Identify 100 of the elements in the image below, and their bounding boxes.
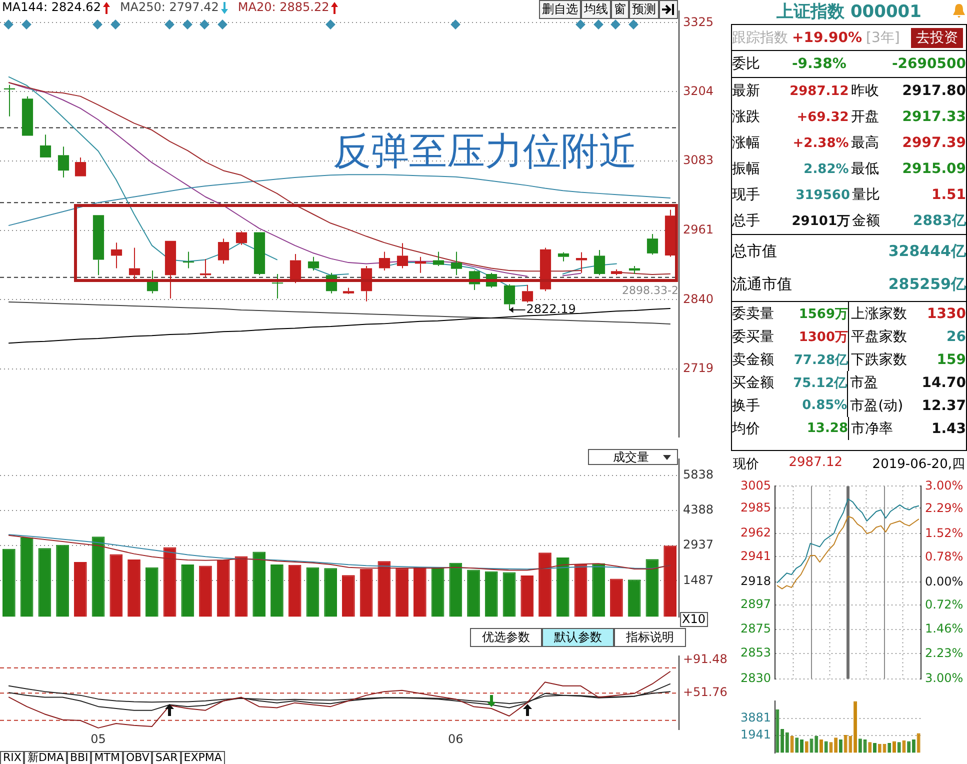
text: MA144: 2824.62 xyxy=(2,0,102,14)
y-tick-label: 3005 xyxy=(740,478,771,492)
text: 0.85% xyxy=(802,398,848,413)
text: 29101万 xyxy=(792,214,850,229)
text: 最高 xyxy=(850,134,879,152)
y-tick-label: 2719 xyxy=(683,360,714,375)
y-tick-label: 2941 xyxy=(740,548,771,563)
text: 现手 xyxy=(732,187,760,203)
bar xyxy=(574,564,588,617)
annotation: 窗 xyxy=(611,0,629,19)
bar xyxy=(449,562,462,617)
bar xyxy=(396,568,408,617)
text: 2019-06-20,四 xyxy=(872,456,965,474)
text: 2987.12 xyxy=(788,455,843,472)
bar xyxy=(252,552,266,617)
text: 2.82% xyxy=(804,162,849,176)
candlestick xyxy=(342,287,354,294)
candlestick xyxy=(576,252,588,274)
text: 2997.39 xyxy=(902,135,966,151)
y2-tick-label: 1.52% xyxy=(925,526,964,540)
annotation: 2822.19 xyxy=(526,302,576,316)
y-tick-label: 1487 xyxy=(683,572,714,587)
text: 流通市值 xyxy=(732,275,792,294)
bar xyxy=(216,560,230,617)
y2-tick-label: 3.00% xyxy=(925,670,964,685)
bar xyxy=(2,548,16,617)
text: 2917.33 xyxy=(902,109,966,125)
annotation: 反弹至压力位附近 xyxy=(333,128,637,175)
bar xyxy=(664,546,676,617)
bar xyxy=(413,567,426,617)
candlestick xyxy=(432,251,444,266)
bar xyxy=(646,559,659,617)
y-tick-label: 2937 xyxy=(683,538,714,552)
bar xyxy=(360,568,373,617)
candlestick xyxy=(396,242,408,269)
text: 上涨家数 xyxy=(851,304,907,322)
y-tick-label: 2853 xyxy=(740,646,771,660)
text: 75.12亿 xyxy=(793,376,848,390)
bar xyxy=(324,568,337,617)
candlestick xyxy=(290,253,302,284)
text: 振幅 xyxy=(732,161,760,177)
y2-tick-label: 2.23% xyxy=(925,646,964,660)
text: -9.38% xyxy=(792,56,846,72)
bar xyxy=(145,567,158,617)
bar xyxy=(342,575,355,617)
text: 12.37 xyxy=(922,398,966,414)
text: 13.28 xyxy=(806,421,848,436)
text: 委买量 xyxy=(732,328,774,344)
dropdown-menu: 成交量 xyxy=(588,449,678,465)
text: +69.32 xyxy=(796,110,849,124)
y-tick-label: 2962 xyxy=(740,526,771,540)
text: 总市值 xyxy=(732,242,777,261)
bar xyxy=(74,562,87,617)
bar xyxy=(163,547,176,617)
text: 买金额 xyxy=(732,374,774,390)
candlestick xyxy=(74,156,86,176)
candlestick xyxy=(378,251,390,272)
bar xyxy=(484,571,498,617)
candlestick xyxy=(646,234,658,256)
x-tick-label: 05 xyxy=(90,732,106,746)
y-tick-label: 2961 xyxy=(683,222,714,237)
candlestick xyxy=(92,215,104,276)
bar xyxy=(288,564,302,617)
text: 昨收 xyxy=(850,82,879,100)
text: 上证指数 000001 xyxy=(776,1,922,24)
candlestick xyxy=(522,284,534,304)
text: 涨跌 xyxy=(732,109,760,125)
bar xyxy=(181,564,194,617)
text: 2915.09 xyxy=(902,161,966,177)
y2-tick-label: 0.00% xyxy=(925,574,964,589)
y2-tick-label: 2.29% xyxy=(925,501,964,516)
text: 14.70 xyxy=(922,374,966,390)
text: +19.90% xyxy=(792,30,862,46)
text: 最低 xyxy=(850,160,879,178)
text: 优选参数 xyxy=(470,628,542,647)
text: 卖金额 xyxy=(732,352,774,368)
text: 2987.12 xyxy=(790,84,849,98)
y2-tick-label: 3.00% xyxy=(925,478,964,492)
text: OBV xyxy=(122,751,152,764)
candlestick xyxy=(504,284,516,310)
candlestick xyxy=(272,273,284,300)
text: 26 xyxy=(946,328,966,344)
candlestick xyxy=(110,242,122,269)
y-tick-label: 2875 xyxy=(740,621,771,636)
candlestick xyxy=(164,240,176,300)
bar xyxy=(56,544,69,617)
text: 1300万 xyxy=(798,330,848,344)
y-tick-label: 4388 xyxy=(683,502,714,517)
candlestick xyxy=(58,146,70,178)
y-tick-label: 2897 xyxy=(740,597,771,612)
bar xyxy=(306,567,320,617)
text: EXPMA xyxy=(180,751,225,764)
text: 金额 xyxy=(852,212,880,230)
bar xyxy=(20,537,34,617)
y-tick-label: 3881 xyxy=(740,710,771,724)
y2-tick-label: 1.46% xyxy=(925,621,964,636)
y-tick-label: +91.48 xyxy=(683,652,728,666)
text: BBI xyxy=(66,751,92,764)
y-tick-label: 2830 xyxy=(740,670,771,685)
bar xyxy=(92,536,105,617)
